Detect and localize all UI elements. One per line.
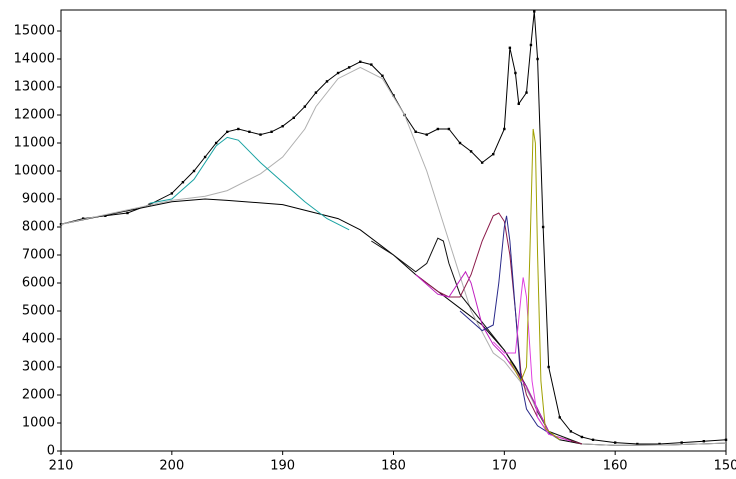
data-point	[303, 105, 307, 108]
data-point	[613, 441, 617, 444]
x-tick-label: 150	[714, 459, 736, 474]
data-point	[336, 71, 340, 75]
data-point	[536, 57, 539, 61]
data-point	[270, 130, 273, 133]
y-tick-label: 12000	[14, 108, 55, 123]
data-point	[469, 150, 473, 153]
data-point	[392, 94, 395, 97]
data-point	[680, 441, 683, 444]
x-tick-label: 210	[49, 459, 74, 474]
y-tick-label: 10000	[14, 164, 55, 179]
data-point	[347, 66, 351, 69]
y-tick-label: 1000	[22, 416, 55, 431]
data-point	[370, 63, 373, 66]
data-point	[533, 10, 536, 13]
series-line	[459, 215, 561, 441]
series-line	[60, 198, 727, 446]
x-tick-label: 170	[492, 459, 517, 474]
y-tick-label: 8000	[22, 220, 55, 235]
data-point	[636, 442, 639, 446]
data-point	[226, 130, 229, 133]
x-tick-label: 200	[159, 459, 184, 474]
data-point	[517, 102, 520, 105]
data-point	[480, 161, 484, 164]
data-point	[591, 438, 595, 441]
data-point	[702, 440, 706, 443]
data-point	[359, 60, 362, 63]
data-point	[381, 74, 384, 77]
data-point	[148, 203, 151, 206]
y-tick-label: 4000	[22, 332, 55, 347]
data-point	[492, 153, 495, 156]
data-point	[237, 127, 240, 131]
data-point	[547, 365, 550, 369]
data-point	[514, 71, 517, 75]
data-point	[192, 169, 196, 173]
data-point	[541, 225, 545, 229]
data-point	[203, 155, 207, 159]
x-tick-label: 160	[603, 459, 628, 474]
data-point	[259, 133, 262, 136]
x-tick-label: 190	[270, 459, 295, 474]
data-point	[414, 130, 417, 133]
y-tick-label: 3000	[22, 360, 55, 375]
series-line	[415, 270, 550, 432]
y-tick-label: 0	[47, 444, 55, 459]
data-point	[181, 181, 185, 184]
series-line	[415, 212, 583, 445]
data-point	[658, 442, 661, 446]
data-point	[558, 416, 561, 419]
data-point	[580, 435, 584, 439]
data-point	[503, 127, 506, 131]
data-point	[508, 46, 512, 49]
data-point	[447, 127, 451, 131]
data-point	[170, 192, 174, 195]
data-point	[292, 116, 295, 119]
data-point	[325, 80, 329, 83]
data-point	[81, 217, 85, 220]
data-point	[214, 141, 218, 145]
data-point	[314, 91, 318, 94]
data-point	[104, 214, 107, 217]
data-point	[436, 127, 440, 131]
y-tick-label: 9000	[22, 192, 55, 207]
series-line	[492, 277, 571, 442]
y-tick-label: 14000	[14, 52, 55, 67]
y-tick-label: 6000	[22, 276, 55, 291]
y-tick-label: 15000	[14, 24, 55, 39]
y-tick-label: 13000	[14, 80, 55, 95]
data-point	[458, 141, 462, 145]
data-point	[425, 133, 428, 136]
y-tick-label: 5000	[22, 304, 55, 319]
y-tick-label: 2000	[22, 388, 55, 403]
data-point	[525, 91, 528, 94]
x-tick-label: 180	[381, 459, 406, 474]
data-point	[724, 438, 728, 441]
y-tick-label: 7000	[22, 248, 55, 263]
series-line	[149, 136, 350, 231]
data-point	[569, 430, 573, 433]
y-tick-label: 11000	[14, 136, 55, 151]
data-point	[248, 130, 251, 133]
data-point	[529, 43, 533, 47]
series-line	[509, 128, 561, 441]
data-point	[126, 211, 129, 215]
data-point	[281, 125, 284, 128]
